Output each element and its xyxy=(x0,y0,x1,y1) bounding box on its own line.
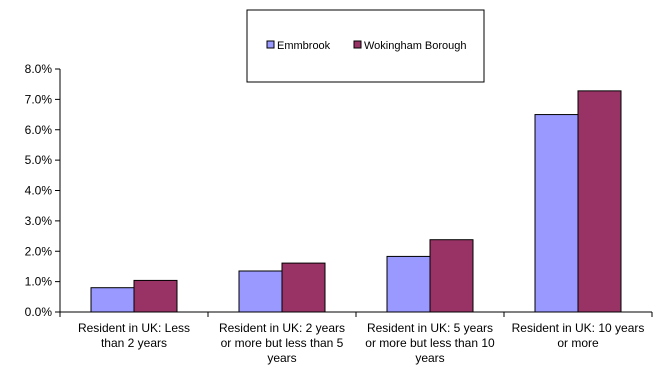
bar-wokingham-borough-3 xyxy=(577,90,622,313)
y-tick-label: 4.0% xyxy=(25,184,53,198)
bar-emmbrook-3 xyxy=(534,114,579,313)
legend-swatch xyxy=(353,40,362,49)
labels: 0.0% 1.0% 2.0% 3.0% 4.0% 5.0% 6.0% 7.0% 8.0% Resi… xyxy=(25,62,645,365)
x-category-label: than 2 years xyxy=(101,336,167,350)
x-category-label: years xyxy=(267,351,296,365)
bar-emmbrook-2 xyxy=(386,255,431,313)
bar-emmbrook-1 xyxy=(238,270,283,313)
y-tick-label: 8.0% xyxy=(25,62,53,76)
x-category-label: or more but less than 10 xyxy=(365,336,495,350)
bar-emmbrook-0 xyxy=(90,287,135,313)
legend-box xyxy=(246,9,485,83)
x-category-label: years xyxy=(415,351,444,365)
legend-swatch xyxy=(266,40,275,49)
x-category-label: Resident in UK: 10 years xyxy=(512,321,645,335)
x-category-label: Resident in UK: Less xyxy=(78,321,190,335)
legend-label: Wokingham Borough xyxy=(364,40,467,52)
legend: Emmbrook Wokingham Borough xyxy=(246,9,485,83)
x-category-label: Resident in UK: 2 years xyxy=(219,321,345,335)
y-tick-label: 7.0% xyxy=(25,92,53,106)
x-category-label: or more xyxy=(557,336,599,350)
y-tick-label: 5.0% xyxy=(25,153,53,167)
x-category-label: Resident in UK: 5 years xyxy=(367,321,493,335)
y-tick-label: 6.0% xyxy=(25,123,53,137)
y-tick-label: 2.0% xyxy=(25,244,53,258)
y-tick-label: 3.0% xyxy=(25,214,53,228)
y-tick-label: 1.0% xyxy=(25,275,53,289)
bar-wokingham-borough-1 xyxy=(281,262,326,313)
bar-wokingham-borough-2 xyxy=(429,239,474,313)
x-category-label: or more but less than 5 xyxy=(221,336,344,350)
legend-label: Emmbrook xyxy=(277,40,331,52)
y-tick-label: 0.0% xyxy=(25,305,53,319)
bar-wokingham-borough-0 xyxy=(133,279,178,313)
bars xyxy=(90,90,622,313)
